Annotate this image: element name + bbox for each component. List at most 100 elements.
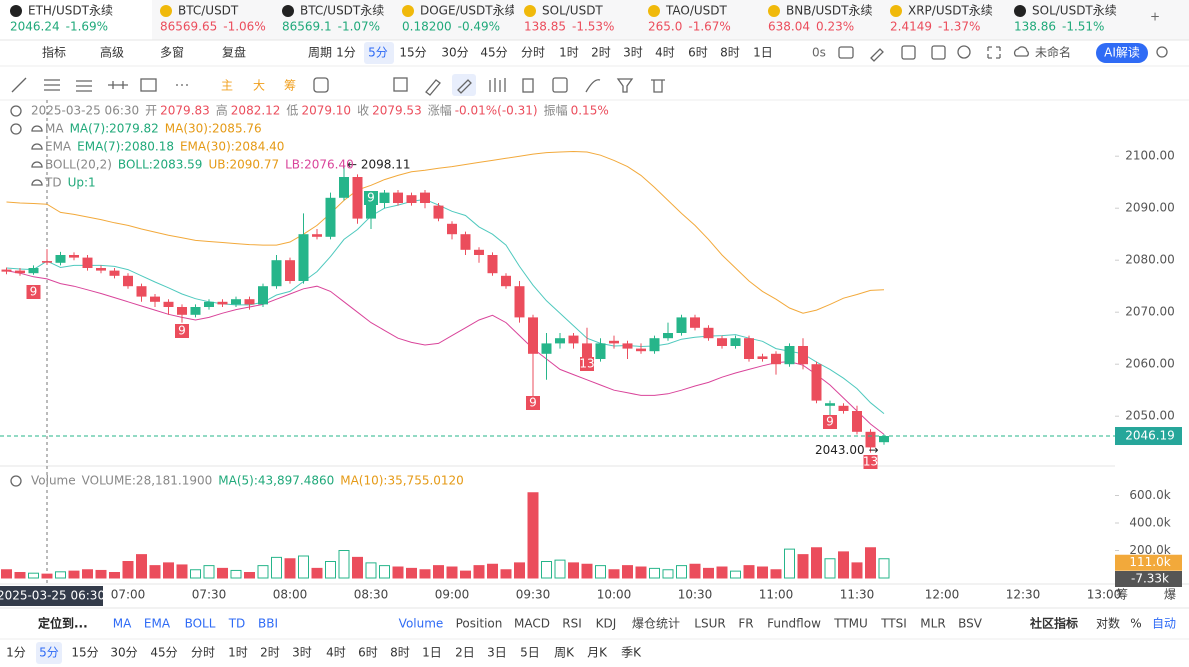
sub-indicator: TTMU	[833, 617, 868, 631]
draw-tool: 大	[253, 79, 265, 93]
td-box	[175, 324, 189, 338]
volume-bar	[865, 547, 876, 579]
volume-bar	[838, 551, 849, 579]
indicator-legend: 2079.53	[372, 104, 422, 118]
candle-body	[447, 223, 457, 235]
y-tick-label: 2070.00	[1125, 305, 1175, 319]
ticker[interactable]: TAO/USDT 265.0 -1.67%	[648, 4, 731, 34]
candle-body	[42, 261, 52, 263]
ticker-price: 0.18200	[402, 20, 452, 34]
candle-body	[82, 257, 93, 268]
volume-bar	[365, 562, 377, 579]
volume-bar	[95, 569, 107, 579]
ticker-icon	[1014, 5, 1026, 17]
value-marker	[1115, 571, 1182, 587]
main-indicator: BOLL	[185, 617, 216, 631]
last-price-label: 2046.19	[1125, 429, 1175, 443]
ticker-price: 265.0	[648, 20, 682, 34]
volume-bar	[487, 563, 498, 579]
td-label: 9	[367, 191, 375, 205]
ticker-icon	[402, 5, 414, 17]
candle-body	[784, 346, 795, 365]
volume-bar	[757, 566, 768, 579]
ticker-change: 0.23%	[816, 20, 854, 34]
active-period-bg	[364, 42, 394, 64]
volume-bar	[82, 569, 93, 579]
ticker[interactable]: BTC/USDT 86569.65 -1.06%	[160, 4, 266, 34]
x-tick-label: 12:30	[1006, 588, 1041, 602]
ticker-price: 638.04	[768, 20, 810, 34]
ticker[interactable]: XRP/USDT永续 2.4149 -1.37%	[890, 4, 993, 34]
candle-body	[244, 299, 255, 305]
volume-bar	[379, 565, 390, 579]
candle-body	[663, 333, 673, 339]
chart-option: 社区指标	[1029, 616, 1078, 631]
period-button: 5分	[39, 646, 59, 660]
candle-body	[136, 286, 147, 297]
ticker[interactable]: DOGE/USDT永续 0.18200 -0.49%	[402, 4, 517, 34]
indicator-legend: EMA	[45, 140, 72, 154]
ticker-change: -1.69%	[66, 20, 108, 34]
volume-bar	[284, 558, 296, 579]
toolbar-item[interactable]: 高级	[100, 45, 124, 60]
min-marker: 2043.00 →	[815, 443, 879, 457]
ticker[interactable]: BNB/USDT永续 638.04 0.23%	[768, 4, 872, 34]
add-tab[interactable]: +	[1150, 10, 1160, 24]
last-price-box	[1115, 427, 1182, 446]
volume-bar	[622, 565, 633, 579]
period-button: 5日	[520, 646, 540, 660]
sub-indicator: FR	[738, 617, 753, 631]
td-box	[823, 415, 837, 429]
ticker-change: -1.53%	[572, 20, 614, 34]
indicator-legend: 振幅	[544, 103, 568, 118]
candle-body	[366, 197, 376, 219]
period-button: 8时	[390, 646, 410, 660]
toolbar-item[interactable]: 多窗	[160, 46, 184, 60]
period-button: 1时	[559, 46, 579, 60]
toolbar-item[interactable]: 周期	[308, 46, 332, 60]
ai-button[interactable]	[1096, 43, 1148, 63]
period-button: 1日	[753, 46, 773, 60]
ticker[interactable]: SOL/USDT永续 138.86 -1.51%	[1014, 4, 1117, 34]
indicator-legend: LB:2076.40	[285, 158, 354, 172]
ticker-icon	[160, 5, 172, 17]
ticker-icon	[10, 5, 22, 17]
td-box	[364, 191, 378, 205]
period-button: 1日	[422, 646, 442, 660]
chart-option: 对数	[1096, 616, 1120, 631]
chart-option: 自动	[1152, 617, 1176, 631]
toolbar-item[interactable]: 指标	[42, 45, 66, 60]
ticker[interactable]: SOL/USDT 138.85 -1.53%	[524, 4, 614, 34]
candle-body	[1, 269, 12, 272]
candle-body	[609, 340, 619, 344]
volume-bar	[109, 572, 120, 579]
period-button: 2时	[591, 46, 611, 60]
volume-bar	[500, 569, 512, 579]
ticker[interactable]: ETH/USDT永续 2046.24 -1.69%	[10, 4, 113, 34]
volume-bar	[298, 555, 309, 579]
candle-body	[474, 249, 484, 255]
volume-bar	[676, 565, 687, 579]
ticker[interactable]: BTC/USDT永续 86569.1 -1.07%	[282, 4, 384, 34]
toolbar-item[interactable]: 复盘	[222, 45, 246, 60]
ticker-name: BTC/USDT永续	[300, 4, 384, 18]
indicator-legend: 2082.12	[231, 104, 281, 118]
indicator-legend: BOLL:2083.59	[118, 158, 203, 172]
volume-bar	[149, 565, 161, 579]
volume-bar	[1, 569, 12, 579]
volume-bar	[595, 565, 606, 579]
period-button: 分时	[191, 646, 215, 660]
ticker-change: -1.06%	[223, 20, 265, 34]
candle-body	[177, 307, 187, 315]
volume-bar	[689, 563, 701, 579]
volume-bar	[203, 565, 215, 579]
td-box	[580, 357, 594, 371]
ticker-name: DOGE/USDT永续	[420, 4, 517, 18]
x-tick-label: 08:00	[273, 588, 308, 602]
candle-body	[69, 255, 79, 258]
locate-button: 定位到...	[38, 616, 88, 631]
candle-body	[352, 177, 363, 219]
x-tick-label: 10:00	[597, 588, 632, 602]
candle-body	[636, 348, 646, 352]
